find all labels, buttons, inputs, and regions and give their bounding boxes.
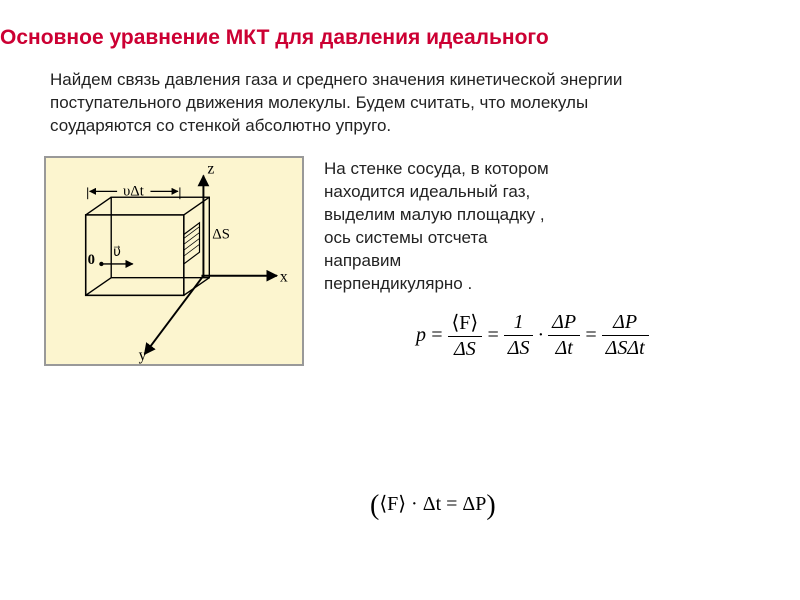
pressure-formula: p = ⟨F⟩ ΔS = 1 ΔS · ΔP Δt bbox=[414, 310, 760, 361]
intro-paragraph: Найдем связь давления газа и среднего зн… bbox=[50, 69, 690, 138]
f-eq2: = bbox=[486, 324, 500, 347]
f-dot: · bbox=[537, 324, 544, 347]
f-frac3-den: ΔSΔt bbox=[602, 336, 649, 360]
f-frac2a-num: 1 bbox=[504, 311, 534, 336]
content-row: z x y ΔS υΔt 0 υ⃗ На стенке сосуда, в ко… bbox=[44, 156, 760, 366]
v-vector-label: υ⃗ bbox=[113, 244, 121, 259]
f-frac3-num: ΔP bbox=[602, 311, 649, 336]
cube-diagram-svg: z x y ΔS υΔt 0 υ⃗ bbox=[46, 158, 302, 364]
slide-title: Основное уравнение МКТ для давления идеа… bbox=[0, 24, 760, 51]
f-eq3: = bbox=[584, 324, 598, 347]
impulse-formula: (⟨F⟩ · Δt = ΔP) bbox=[370, 490, 496, 522]
f-p: p bbox=[416, 324, 426, 347]
origin-label: 0 bbox=[88, 252, 95, 268]
axis-z-label: z bbox=[207, 161, 214, 178]
f-frac2a-den: ΔS bbox=[504, 336, 534, 360]
p2-l1: На стенке сосуда, в котором bbox=[324, 159, 549, 178]
aux-inner: ⟨F⟩ · Δt = ΔP bbox=[379, 493, 486, 515]
axis-x-label: x bbox=[280, 269, 288, 286]
f-frac2b-den: Δt bbox=[548, 336, 580, 360]
delta-s-label: ΔS bbox=[212, 227, 230, 243]
wall-paragraph: На стенке сосуда, в котором находится ид… bbox=[324, 158, 754, 296]
p2-l4: ось системы отсчета bbox=[324, 228, 488, 247]
p2-l6: перпендикулярно . bbox=[324, 274, 472, 293]
p2-l3: выделим малую площадку , bbox=[324, 205, 545, 224]
f-frac1-num: ⟨F⟩ bbox=[448, 310, 483, 337]
axis-y-label: y bbox=[139, 347, 147, 364]
vdt-label: υΔt bbox=[123, 183, 144, 199]
p2-l5: направим bbox=[324, 251, 401, 270]
f-frac2b-num: ΔP bbox=[548, 311, 580, 336]
f-frac1-den: ΔS bbox=[448, 337, 483, 361]
cube-diagram: z x y ΔS υΔt 0 υ⃗ bbox=[44, 156, 304, 366]
f-eq1: = bbox=[430, 324, 444, 347]
p2-l2: находится идеальный газ, bbox=[324, 182, 530, 201]
